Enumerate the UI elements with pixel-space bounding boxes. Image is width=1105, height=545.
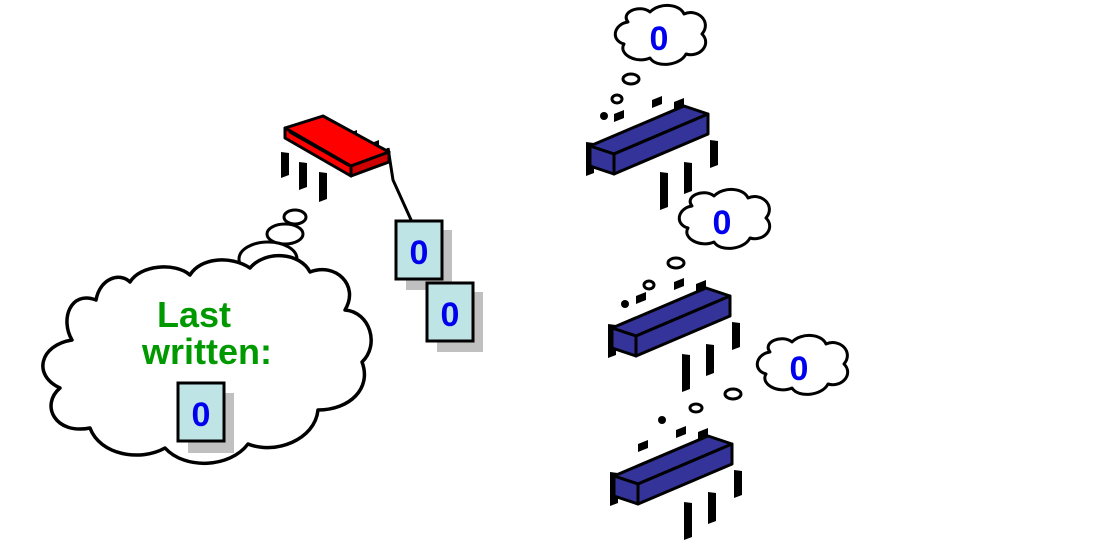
reader-thought-cloud-3: 0 bbox=[755, 334, 850, 396]
message-box-1: 0 bbox=[394, 219, 452, 290]
thought-bubble bbox=[600, 112, 608, 120]
last-written-value: 0 bbox=[192, 396, 211, 434]
message-box-2: 0 bbox=[425, 281, 483, 352]
thought-bubble-small bbox=[282, 208, 308, 226]
thought-bubble bbox=[621, 300, 629, 308]
thought-bubble bbox=[666, 256, 686, 270]
reader-chip-2 bbox=[608, 278, 740, 392]
thought-bubble bbox=[688, 402, 704, 414]
reader-chip-1 bbox=[586, 96, 718, 210]
thought-bubble bbox=[658, 416, 666, 424]
thought-bubble bbox=[723, 387, 743, 401]
reader-thought-cloud-2: 0 bbox=[677, 188, 772, 250]
message-value: 0 bbox=[441, 296, 460, 334]
message-value: 0 bbox=[410, 234, 429, 272]
reader-chip-3 bbox=[610, 426, 742, 540]
writer-chip bbox=[281, 114, 391, 202]
reader-thought-cloud-1: 0 bbox=[613, 4, 708, 66]
writer-thought-cloud bbox=[41, 253, 373, 466]
last-written-box: 0 bbox=[176, 381, 234, 453]
send-line bbox=[386, 147, 414, 223]
last-written-label-line1: Last bbox=[157, 294, 231, 335]
thought-bubble bbox=[642, 279, 656, 291]
thought-bubble bbox=[621, 72, 641, 86]
reader-thought-value: 0 bbox=[713, 204, 732, 242]
thought-bubble bbox=[610, 93, 624, 105]
reader-thought-value: 0 bbox=[790, 350, 809, 388]
last-written-label-line2: written: bbox=[141, 331, 272, 372]
reader-thought-value: 0 bbox=[650, 20, 669, 58]
